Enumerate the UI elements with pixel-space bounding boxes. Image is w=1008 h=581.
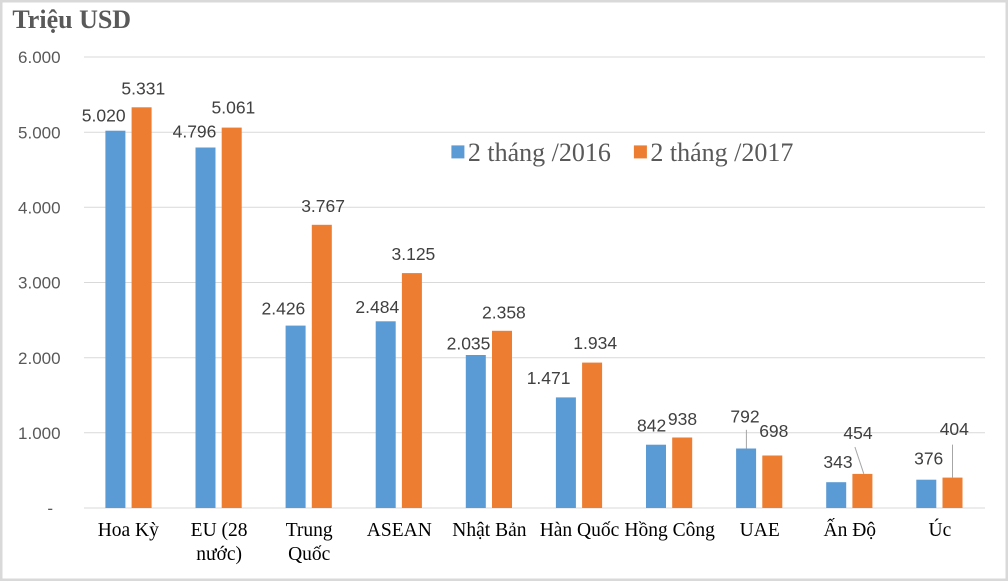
svg-text:376: 376 <box>914 449 943 469</box>
svg-text:Nhật Bản: Nhật Bản <box>452 520 526 541</box>
svg-text:3.767: 3.767 <box>301 196 345 216</box>
svg-text:EU (28: EU (28 <box>191 520 248 541</box>
svg-text:-: - <box>47 499 53 518</box>
svg-text:2.000: 2.000 <box>18 349 61 368</box>
svg-text:Hàn Quốc: Hàn Quốc <box>540 520 620 541</box>
svg-text:2 tháng /2016: 2 tháng /2016 <box>468 138 611 167</box>
svg-text:2.358: 2.358 <box>482 302 526 322</box>
svg-text:1.000: 1.000 <box>18 424 61 443</box>
svg-text:2.035: 2.035 <box>447 333 491 353</box>
svg-text:1.934: 1.934 <box>573 333 617 353</box>
svg-text:5.000: 5.000 <box>18 123 61 142</box>
svg-text:UAE: UAE <box>740 520 780 541</box>
svg-text:343: 343 <box>823 452 852 472</box>
svg-text:1.471: 1.471 <box>527 368 571 388</box>
svg-text:2 tháng /2017: 2 tháng /2017 <box>650 138 793 167</box>
svg-text:2.426: 2.426 <box>262 298 306 318</box>
svg-text:Trung: Trung <box>286 520 333 541</box>
svg-text:Triệu USD: Triệu USD <box>12 5 131 34</box>
svg-text:ASEAN: ASEAN <box>367 520 432 541</box>
svg-text:698: 698 <box>759 421 788 441</box>
svg-text:Hoa Kỳ: Hoa Kỳ <box>98 520 159 541</box>
svg-text:5.331: 5.331 <box>121 78 165 98</box>
svg-text:842: 842 <box>637 415 666 435</box>
svg-text:Quốc: Quốc <box>288 544 331 565</box>
svg-text:Ấn Độ: Ấn Độ <box>824 519 877 541</box>
svg-text:792: 792 <box>730 406 759 426</box>
svg-text:454: 454 <box>843 423 872 443</box>
svg-text:nước): nước) <box>196 544 242 565</box>
svg-text:6.000: 6.000 <box>18 48 61 67</box>
svg-text:5.061: 5.061 <box>212 97 256 117</box>
svg-text:3.125: 3.125 <box>392 244 436 264</box>
svg-text:Hồng Công: Hồng Công <box>624 520 715 541</box>
svg-text:4.796: 4.796 <box>173 122 217 142</box>
svg-text:938: 938 <box>668 409 697 429</box>
svg-text:Úc: Úc <box>929 519 952 541</box>
svg-text:4.000: 4.000 <box>18 199 61 218</box>
svg-text:5.020: 5.020 <box>82 106 126 126</box>
svg-text:404: 404 <box>940 419 969 439</box>
svg-text:3.000: 3.000 <box>18 274 61 293</box>
svg-text:2.484: 2.484 <box>355 297 399 317</box>
